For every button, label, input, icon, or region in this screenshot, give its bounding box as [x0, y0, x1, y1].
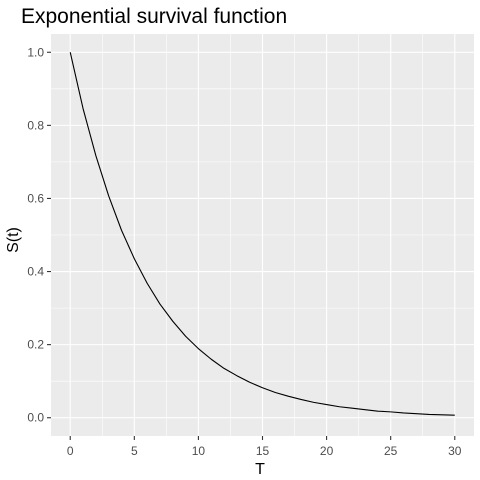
- y-tick-label: 0.4: [27, 265, 44, 279]
- x-axis-title: T: [255, 461, 265, 478]
- y-tick-label: 0.2: [27, 338, 44, 352]
- x-axis: 0 5 10 15 20 25 30: [67, 436, 462, 458]
- x-tick-label: 5: [131, 444, 138, 458]
- y-axis: 0.0 0.2 0.4 0.6 0.8 1.0: [27, 45, 51, 425]
- y-axis-title: S(t): [5, 227, 22, 253]
- y-tick-label: 0.6: [27, 191, 44, 205]
- x-tick-label: 0: [67, 444, 74, 458]
- x-tick-label: 30: [448, 444, 462, 458]
- x-tick-label: 15: [256, 444, 270, 458]
- x-tick-label: 25: [384, 444, 398, 458]
- grid-major: [51, 34, 474, 436]
- y-tick-label: 0.0: [27, 411, 44, 425]
- series-layer: [69, 52, 455, 416]
- y-tick-label: 1.0: [27, 45, 44, 59]
- x-tick-label: 10: [192, 444, 206, 458]
- survival-curve-line: [69, 52, 455, 416]
- x-tick-label: 20: [320, 444, 334, 458]
- chart-title: Exponential survival function: [21, 5, 287, 28]
- y-tick-label: 0.8: [27, 118, 44, 132]
